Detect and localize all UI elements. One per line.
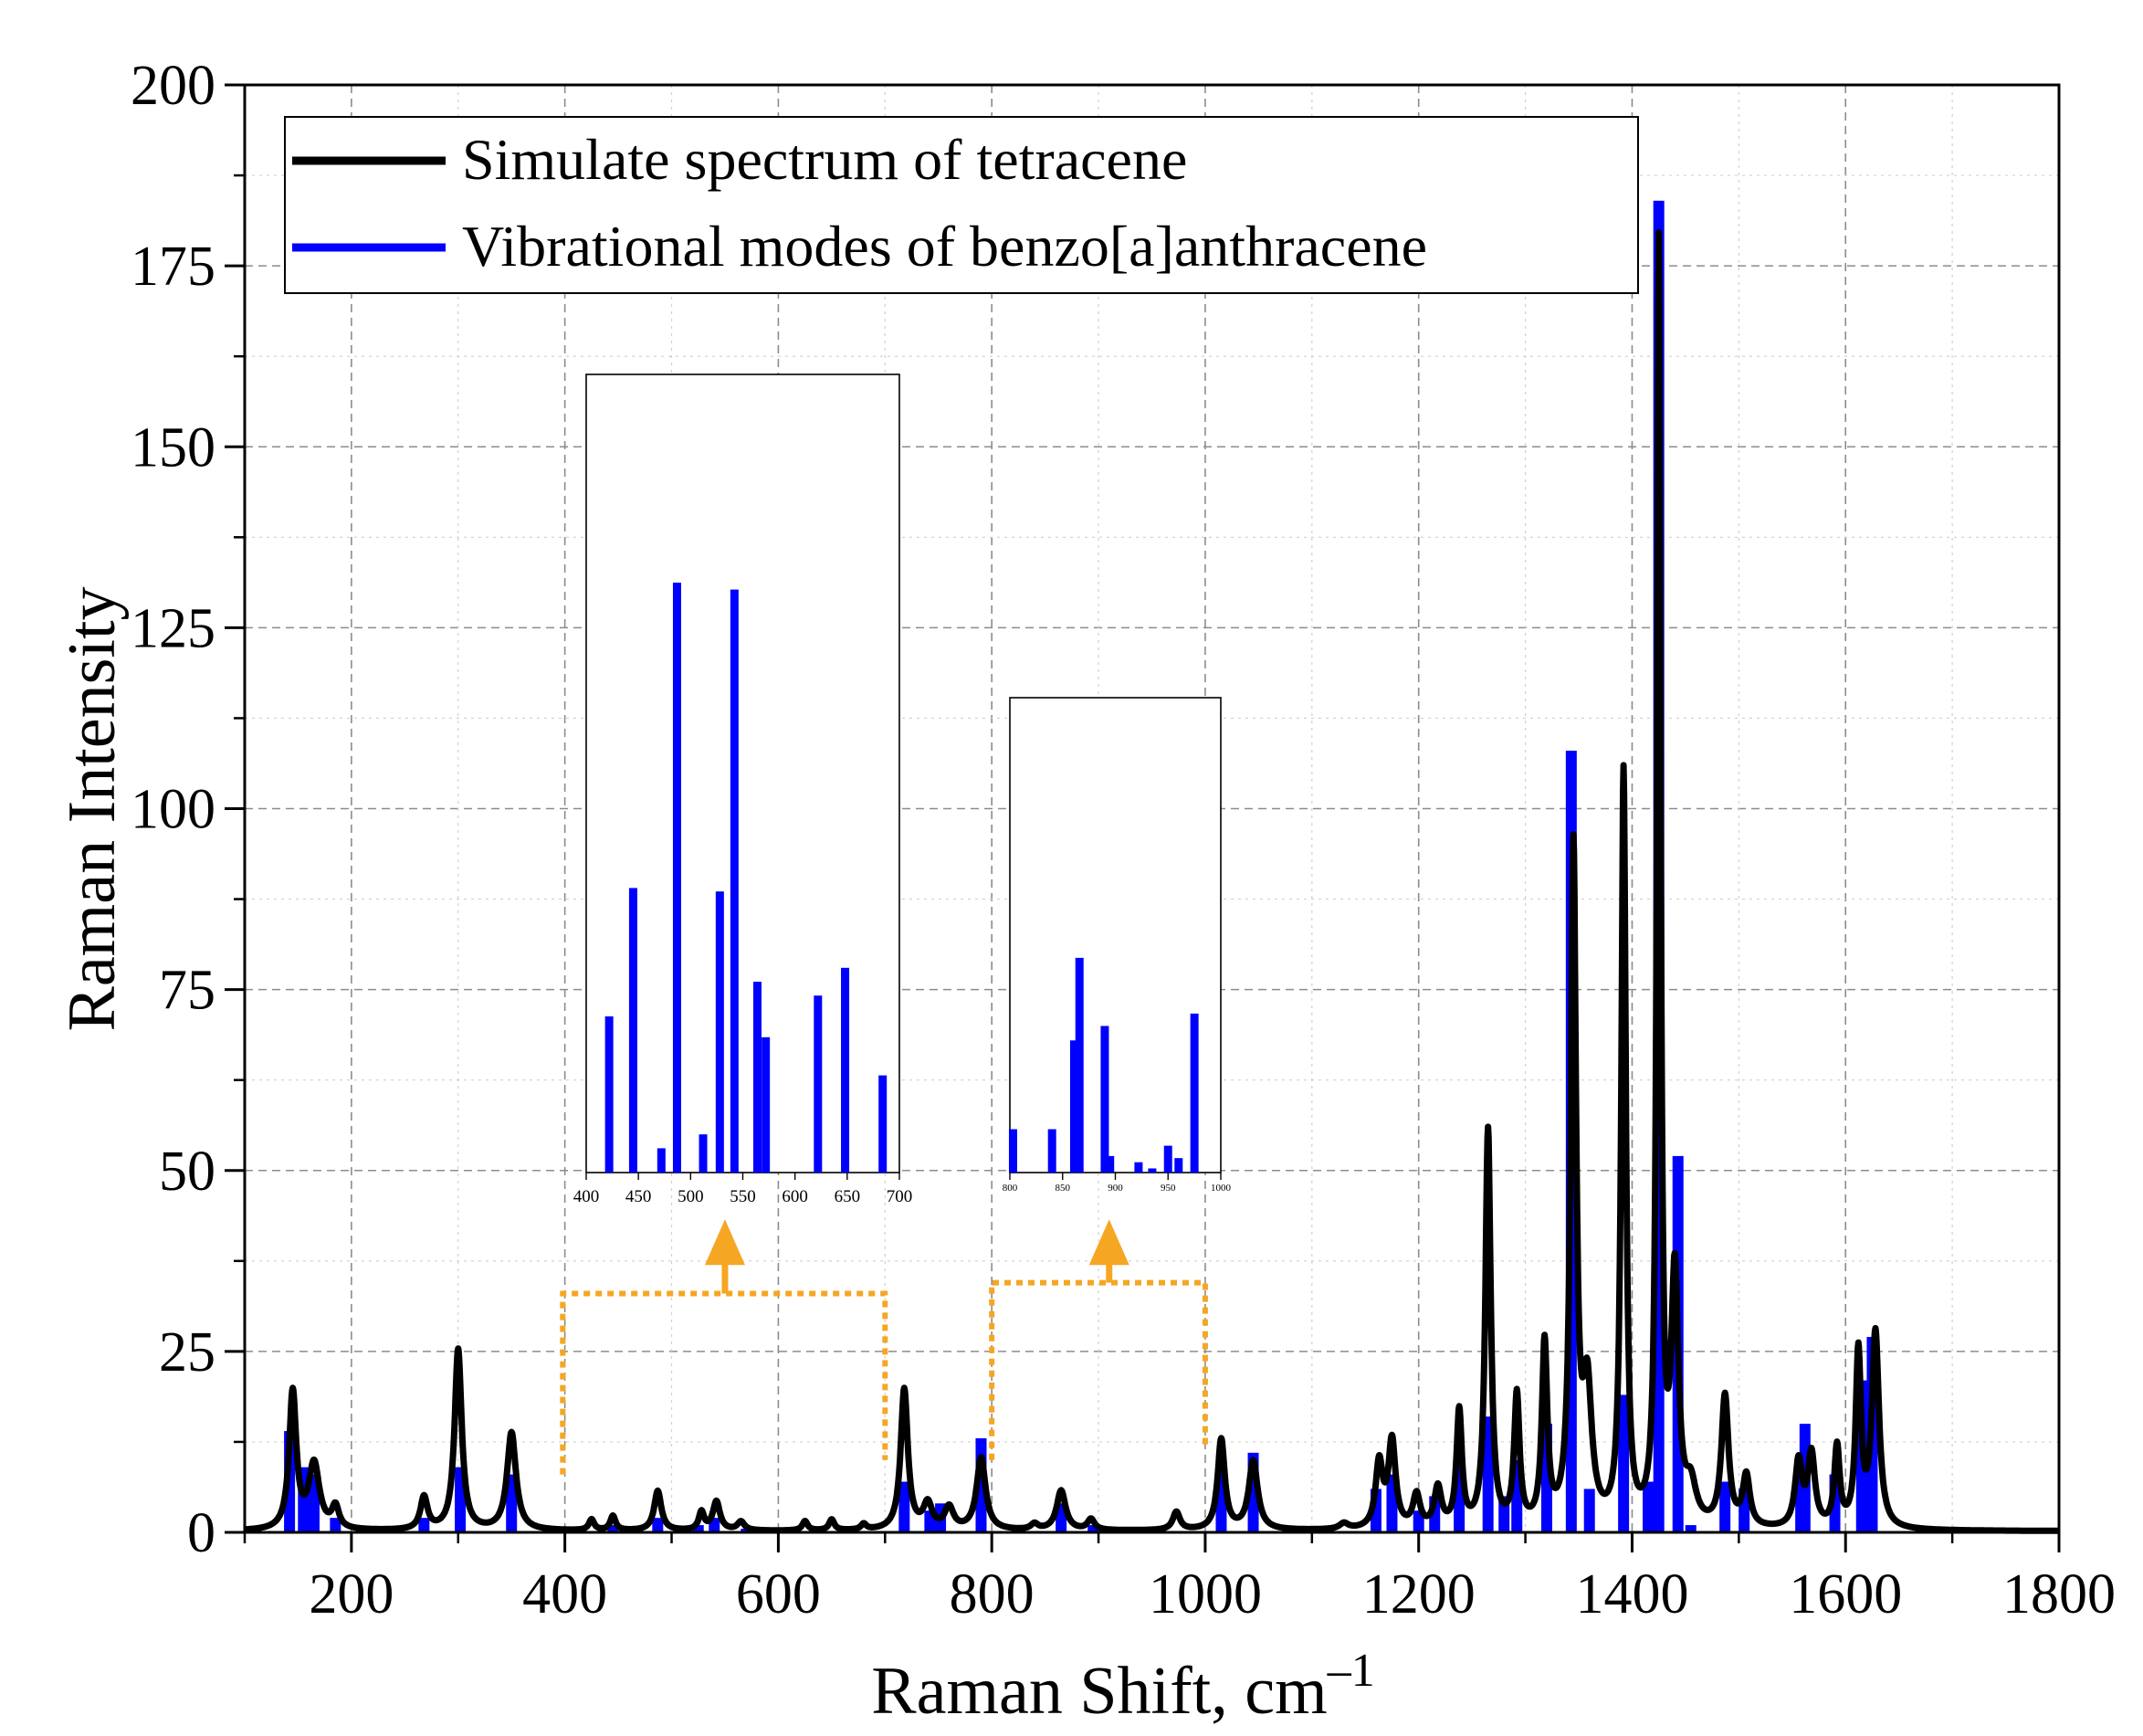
x-tick-label-1200: 1200 — [1362, 1563, 1476, 1626]
inset-400-700-tick-label-650: 650 — [835, 1187, 861, 1206]
mode-bar-4 — [418, 1518, 430, 1532]
y-tick-label-0: 0 — [187, 1502, 215, 1564]
x-tick-label-600: 600 — [736, 1563, 821, 1626]
inset-800-1000-tick-label-1000: 1000 — [1211, 1183, 1232, 1194]
x-axis-label: Raman Shift, cm–1 — [871, 1645, 1374, 1729]
inset-800-1000-frame — [1009, 697, 1222, 1173]
inset-400-700-bar-1 — [628, 888, 637, 1173]
inset-800-1000-bar-5 — [1106, 1155, 1115, 1173]
inset-400-700-bar-0 — [604, 1016, 614, 1173]
inset-800-1000-tick-label-900: 900 — [1108, 1183, 1123, 1194]
mode-bar-17 — [1087, 1525, 1099, 1532]
zoom-indicators — [560, 1219, 1208, 1475]
inset-400-700-bar-5 — [715, 891, 724, 1173]
zoom-bracket-400-700 — [560, 1290, 888, 1475]
y-tick-label-125: 125 — [131, 597, 215, 659]
inset-800-1000-bar-8 — [1163, 1145, 1172, 1173]
inset-800-1000-bar-10 — [1190, 1013, 1199, 1173]
mode-bar-12 — [898, 1481, 910, 1532]
inset-800-1000-bar-9 — [1174, 1158, 1183, 1173]
inset-400-700-frame — [585, 374, 900, 1173]
inset-800-1000-bar-4 — [1100, 1026, 1109, 1173]
mode-bar-3 — [330, 1518, 341, 1532]
inset-800-1000-bar-2 — [1069, 1040, 1078, 1173]
inset-800-1000-tick-label-950: 950 — [1161, 1183, 1176, 1194]
x-tick-label-1000: 1000 — [1149, 1563, 1262, 1626]
legend-box — [284, 116, 1639, 294]
mode-bar-11 — [741, 1529, 752, 1532]
inset-400-700-bar-6 — [730, 589, 739, 1173]
y-axis-label: Raman Intensity — [55, 586, 130, 1031]
mode-bar-25 — [1482, 1416, 1494, 1532]
inset-800-1000-bar-7 — [1148, 1168, 1157, 1173]
mode-bar-6 — [506, 1474, 518, 1532]
y-tick-label-50: 50 — [159, 1141, 215, 1203]
zoom-bracket-800-1000 — [989, 1279, 1208, 1460]
y-tick-label-100: 100 — [131, 779, 215, 841]
x-tick-label-1400: 1400 — [1575, 1563, 1688, 1626]
zoom-arrow-1-head — [704, 1219, 745, 1266]
x-tick-label-800: 800 — [950, 1563, 1035, 1626]
legend-label-tetracene: Simulate spectrum of tetracene — [462, 127, 1187, 192]
insets: 400 450 500 550 600 650 700 800 850 900 950 1000 — [573, 374, 1232, 1206]
y-tick-label-200: 200 — [131, 55, 215, 117]
mode-bar-7 — [607, 1525, 619, 1532]
inset-400-700-tick-label-450: 450 — [625, 1187, 652, 1206]
y-tick-label-175: 175 — [131, 236, 215, 298]
mode-bar-35 — [1685, 1525, 1697, 1532]
inset-800-1000-tick-label-850: 850 — [1056, 1183, 1071, 1194]
legend-label-benzo-anthracene: Vibrational modes of benzo[a]anthracene — [462, 214, 1427, 279]
x-tick-label-400: 400 — [522, 1563, 607, 1626]
x-tick-label-1600: 1600 — [1789, 1563, 1902, 1626]
inset-400-700-bar-11 — [878, 1075, 888, 1173]
y-tick-label-75: 75 — [159, 960, 215, 1022]
inset-400-700-bar-2 — [657, 1148, 666, 1173]
y-tick-label-25: 25 — [159, 1321, 215, 1384]
inset-400-700-bar-8 — [762, 1036, 771, 1173]
tetracene-spectrum-line — [242, 229, 2062, 1534]
tetracene-spectrum-series — [242, 229, 2062, 1534]
inset-400-700-bar-9 — [814, 995, 823, 1173]
inset-400-700-bar-4 — [699, 1134, 708, 1173]
inset-400-700-tick-label-400: 400 — [573, 1187, 600, 1206]
inset-400-700-tick-label-700: 700 — [887, 1187, 913, 1206]
inset-800-1000-bar-1 — [1047, 1129, 1056, 1173]
inset-400-700-bar-10 — [841, 967, 850, 1173]
mode-bar-31 — [1618, 1394, 1630, 1532]
inset-400-700-tick-label-550: 550 — [730, 1187, 756, 1206]
x-tick-label-1800: 1800 — [2002, 1563, 2116, 1626]
zoom-arrow-2-head — [1088, 1219, 1129, 1266]
mode-bar-8 — [652, 1518, 664, 1532]
mode-bar-9 — [692, 1525, 704, 1532]
axes: 200 400 600 800 1000 1200 1400 1600 1800 0 25 50 75 1… — [131, 55, 2116, 1626]
inset-400-700-bar-3 — [672, 583, 681, 1173]
inset-400-700-bar-7 — [753, 982, 762, 1173]
legend: Simulate spectrum of tetracene Vibration… — [284, 116, 1639, 294]
inset-800-1000-bar-3 — [1075, 957, 1084, 1173]
inset-400-700-tick-label-600: 600 — [782, 1187, 808, 1206]
x-tick-label-200: 200 — [309, 1563, 394, 1626]
mode-bar-36 — [1719, 1481, 1731, 1532]
inset-800-1000-bar-0 — [1008, 1129, 1017, 1173]
inset-800-1000-bar-6 — [1134, 1162, 1143, 1173]
mode-bar-32 — [1643, 1481, 1655, 1532]
inset-400-700-tick-label-500: 500 — [678, 1187, 704, 1206]
y-tick-label-150: 150 — [131, 416, 215, 479]
mode-bar-30 — [1583, 1489, 1595, 1532]
inset-800-1000-tick-label-800: 800 — [1003, 1183, 1018, 1194]
